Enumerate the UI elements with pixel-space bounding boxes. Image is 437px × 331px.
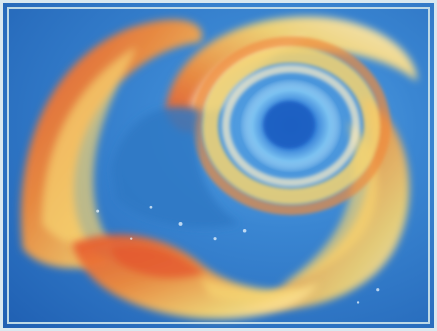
swirl-arm-left: [20, 19, 203, 269]
vortex-painting: [3, 3, 434, 328]
swirl-arm-bottom: [72, 234, 319, 319]
swirl-arm-right: [239, 96, 410, 310]
vortex-eye-core: [263, 101, 315, 149]
blue-swirl-gap: [111, 106, 240, 228]
sparkles: [96, 205, 380, 304]
